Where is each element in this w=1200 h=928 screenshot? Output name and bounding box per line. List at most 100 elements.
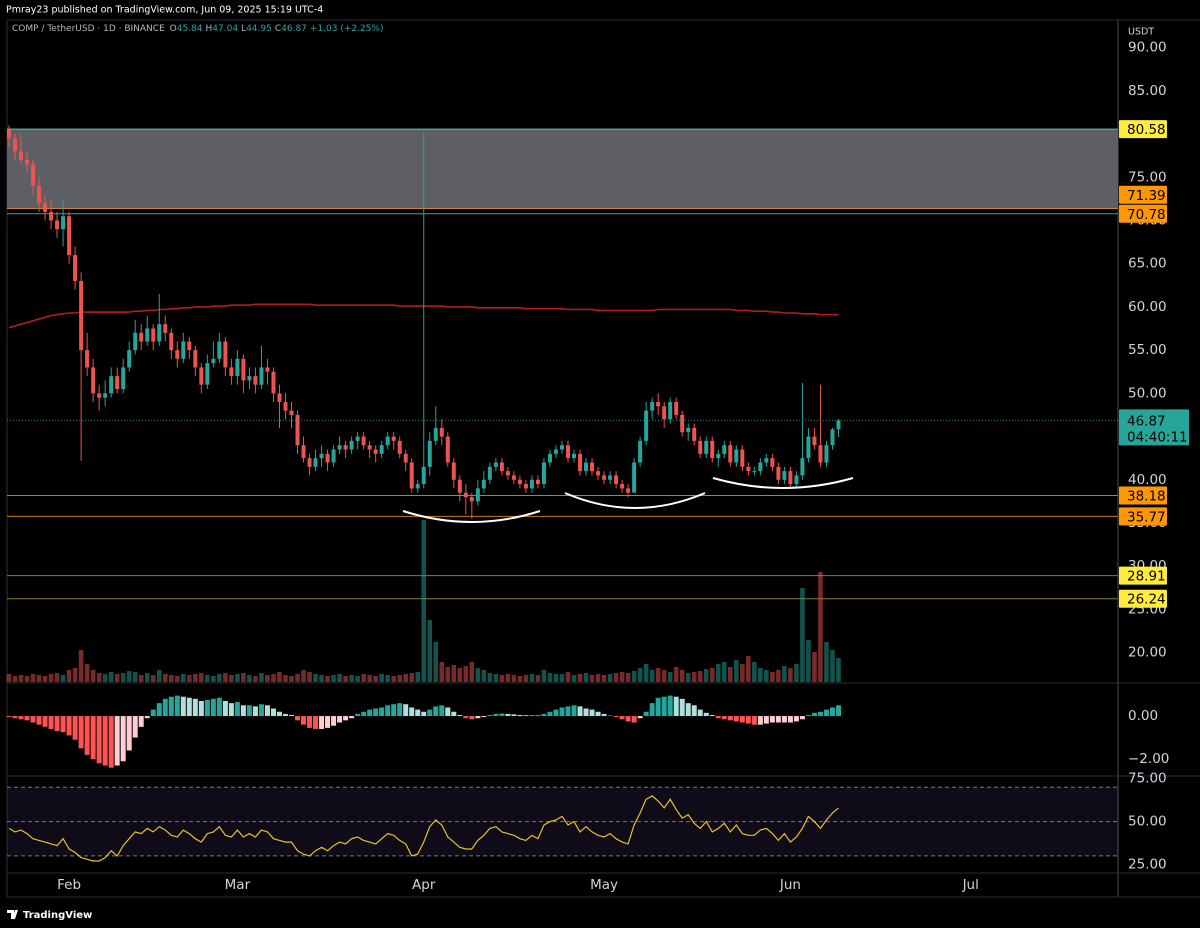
level-label-bg bbox=[1119, 507, 1167, 526]
macd-bar bbox=[511, 714, 517, 717]
macd-bar bbox=[811, 712, 817, 717]
candle-body bbox=[511, 475, 516, 480]
macd-bar bbox=[12, 716, 18, 719]
volume-bar bbox=[746, 656, 751, 682]
macd-bar bbox=[313, 716, 319, 729]
candle-body bbox=[662, 406, 667, 420]
ohlc-key: H bbox=[205, 24, 213, 34]
macd-bar bbox=[120, 716, 126, 762]
macd-bar bbox=[823, 709, 829, 717]
volume-bar bbox=[637, 668, 643, 682]
logo-icon bbox=[7, 910, 18, 919]
volume-bar bbox=[547, 673, 553, 682]
macd-bar bbox=[715, 716, 721, 719]
macd-bar bbox=[60, 716, 66, 733]
macd-bar bbox=[337, 716, 343, 723]
macd-bar bbox=[691, 705, 697, 717]
candle-body bbox=[644, 410, 649, 441]
volume-bar bbox=[577, 674, 583, 682]
macd-bar bbox=[216, 697, 222, 717]
candle-body bbox=[79, 280, 84, 351]
macd-bar bbox=[84, 716, 90, 755]
macd-bar bbox=[319, 716, 325, 729]
macd-bar bbox=[745, 716, 751, 724]
macd-bar bbox=[282, 713, 288, 717]
volume-bar bbox=[187, 675, 192, 682]
macd-bar bbox=[649, 703, 655, 717]
macd-bar bbox=[288, 714, 294, 717]
level-label: 80.58 bbox=[1127, 122, 1166, 138]
ohlc-key: O bbox=[169, 24, 177, 34]
volume-bar bbox=[812, 652, 817, 682]
candle-body bbox=[614, 475, 619, 485]
candle-body bbox=[181, 341, 186, 359]
pattern-arc bbox=[564, 492, 706, 509]
candle-body bbox=[217, 341, 222, 359]
candle-body bbox=[19, 151, 24, 161]
volume-bar bbox=[156, 670, 162, 682]
volume-bar bbox=[199, 673, 204, 682]
symbol: COMP / TetherUSD · 1D · BINANCE bbox=[12, 24, 165, 34]
candle-body bbox=[493, 462, 498, 467]
level-label-bg bbox=[1119, 589, 1167, 608]
candle-body bbox=[439, 427, 444, 437]
macd-bar bbox=[583, 708, 589, 717]
macd-bar bbox=[192, 698, 198, 717]
macd-bar bbox=[427, 709, 433, 717]
volume-bar bbox=[631, 671, 637, 682]
candle-body bbox=[349, 440, 354, 450]
volume-bar bbox=[259, 673, 264, 682]
volume-bar bbox=[367, 675, 372, 682]
volume-bar bbox=[661, 670, 667, 682]
volume-bar bbox=[181, 674, 186, 682]
volume-bar bbox=[709, 668, 715, 682]
volume-bar bbox=[84, 664, 90, 682]
volume-bar bbox=[565, 672, 571, 682]
symbol-legend: COMP / TetherUSD · 1D · BINANCE O45.84 H4… bbox=[12, 24, 387, 34]
level-label-bg bbox=[1119, 120, 1167, 139]
volume-bar bbox=[343, 676, 348, 682]
macd-bar bbox=[505, 713, 511, 717]
macd-bar bbox=[637, 716, 643, 719]
candle-body bbox=[391, 436, 396, 441]
candle-body bbox=[578, 453, 583, 472]
macd-bar bbox=[703, 712, 709, 717]
candle-body bbox=[151, 328, 156, 342]
candle-body bbox=[43, 203, 48, 212]
candle-body bbox=[373, 449, 378, 454]
volume-bar bbox=[283, 675, 288, 682]
volume-bar bbox=[541, 670, 547, 682]
candle-body bbox=[776, 466, 781, 480]
macd-bar bbox=[18, 716, 24, 720]
candle-body bbox=[626, 488, 631, 493]
candle-body bbox=[397, 440, 402, 454]
candle-body bbox=[728, 445, 733, 463]
volume-bar bbox=[108, 672, 114, 682]
volume-bar bbox=[607, 674, 613, 682]
macd-bar bbox=[793, 716, 799, 722]
macd-bar bbox=[613, 716, 619, 718]
macd-bar bbox=[102, 716, 108, 766]
volume-bar bbox=[691, 672, 697, 682]
volume-bar bbox=[511, 675, 517, 682]
candle-body bbox=[650, 401, 655, 411]
candle-body bbox=[265, 367, 270, 372]
macd-bar bbox=[541, 713, 547, 717]
macd-bar bbox=[48, 716, 54, 729]
macd-bar bbox=[156, 703, 162, 717]
pattern-arc bbox=[402, 510, 541, 523]
candle-body bbox=[211, 358, 216, 364]
candle-body bbox=[752, 471, 757, 473]
ohlc-key: C bbox=[274, 24, 282, 34]
last-price-label: 46.87 bbox=[1127, 413, 1166, 429]
volume-bar bbox=[90, 670, 96, 682]
candle-body bbox=[103, 393, 108, 398]
candle-body bbox=[740, 449, 745, 467]
volume-bar bbox=[463, 666, 469, 682]
level-label: 26.24 bbox=[1127, 592, 1166, 608]
macd-bar bbox=[301, 716, 307, 725]
macd-bar bbox=[475, 716, 481, 719]
level-label-bg bbox=[1119, 566, 1167, 585]
macd-bar bbox=[228, 703, 234, 717]
